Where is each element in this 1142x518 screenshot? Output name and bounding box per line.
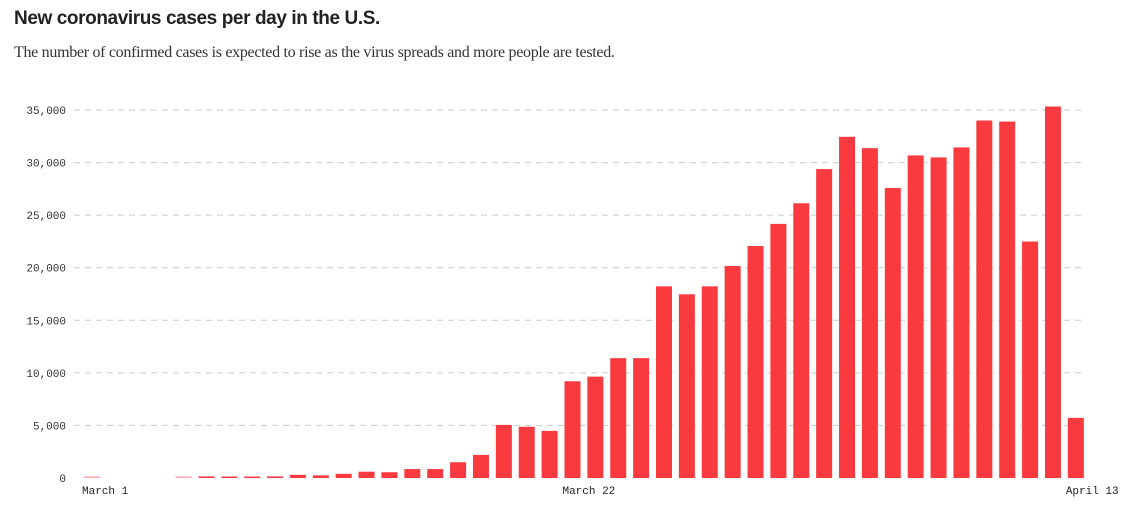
bar-mar-19	[495, 424, 512, 478]
bar-mar-1	[84, 476, 100, 478]
bar-mar-28	[701, 286, 718, 478]
bar-mar-18	[472, 454, 489, 478]
y-axis-ticks: 0 5,000 10,000 15,000 20,000 25,000 30,000 35,0…	[26, 106, 66, 486]
bar-mar-30	[747, 246, 764, 478]
bar-mar-9	[267, 476, 284, 478]
bar-mar-11	[312, 475, 329, 478]
bar-mar-14	[381, 472, 398, 478]
x-axis-ticks: March 1 March 22 April 13	[82, 486, 1119, 498]
bar-mar-26	[656, 286, 672, 478]
bar-apr-8	[953, 147, 970, 478]
bar-mar-16	[427, 469, 444, 478]
bar-mar-7	[221, 476, 238, 478]
bar-apr-7	[930, 157, 947, 479]
bar-apr-5	[884, 188, 901, 478]
bar-mar-17	[450, 462, 467, 478]
bar-mar-29	[724, 266, 741, 478]
bar-mar-12	[335, 473, 352, 478]
bar-mar-27	[678, 294, 695, 478]
chart-title: New coronavirus cases per day in the U.S…	[14, 8, 380, 29]
bar-mar-10	[289, 474, 306, 478]
bar-apr-3	[839, 136, 856, 478]
y-tick-label: 15,000	[26, 316, 66, 328]
bar-mar-20	[518, 426, 535, 478]
y-tick-label: 0	[59, 474, 66, 486]
bars	[84, 106, 1084, 479]
y-tick-label: 35,000	[26, 106, 66, 118]
bar-apr-10	[999, 121, 1016, 478]
bar-mar-25	[633, 358, 650, 478]
y-tick-label: 5,000	[33, 421, 66, 433]
x-tick-label: April 13	[1066, 486, 1119, 498]
bar-mar-21	[541, 430, 558, 478]
x-tick-label: March 22	[562, 486, 615, 498]
y-tick-label: 30,000	[26, 159, 66, 171]
bar-apr-12	[1044, 106, 1061, 478]
bar-mar-5	[175, 476, 192, 478]
bar-mar-31	[770, 223, 787, 478]
bar-mar-6	[198, 476, 215, 478]
y-tick-label: 10,000	[26, 369, 66, 381]
bar-apr-9	[976, 120, 993, 478]
bar-apr-4	[861, 148, 878, 479]
bar-mar-24	[610, 358, 627, 478]
bar-mar-15	[404, 469, 421, 478]
bar-apr-11	[1022, 241, 1039, 478]
bar-mar-22	[564, 381, 581, 478]
chart-subtitle: The number of confirmed cases is expecte…	[14, 44, 615, 61]
bar-mar-23	[587, 376, 604, 478]
bar-apr-2	[816, 169, 833, 478]
bar-apr-13	[1067, 417, 1084, 478]
y-tick-label: 20,000	[26, 264, 66, 276]
bar-mar-8	[244, 476, 261, 478]
x-tick-label: March 1	[82, 486, 129, 498]
bar-mar-13	[358, 471, 375, 478]
bar-apr-6	[907, 155, 924, 479]
bar-apr-1	[793, 203, 810, 478]
y-tick-label: 25,000	[26, 211, 66, 223]
